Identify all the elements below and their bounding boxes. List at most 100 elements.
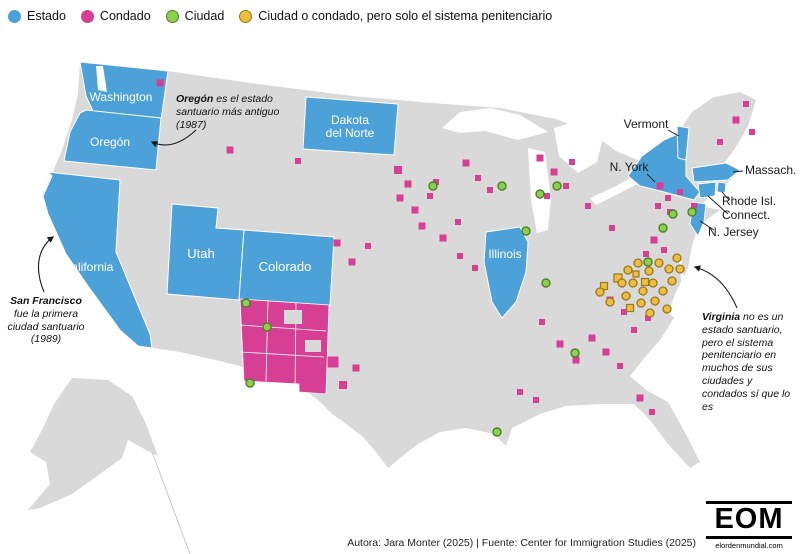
annotation-san-francisco-bold: San Francisco (10, 295, 82, 307)
state-label-california: California (63, 260, 114, 274)
county-marker-layer (156, 79, 755, 415)
estado-swatch-icon (8, 9, 21, 23)
county-marker (333, 239, 341, 247)
county-marker (743, 101, 749, 107)
county-marker (732, 116, 740, 124)
san-francisco-annotation-arrow (38, 236, 55, 293)
county-marker (588, 334, 596, 342)
legend-label-estado: Estado (27, 9, 66, 23)
city-marker (497, 181, 507, 191)
state-vermont (676, 125, 690, 161)
city-marker (245, 378, 255, 388)
county-marker (475, 175, 481, 181)
state-california (42, 171, 153, 349)
county-marker (396, 194, 404, 202)
annotation-virginia-text: no es un estado santuario, pero el siste… (702, 311, 791, 413)
city-marker (428, 181, 438, 191)
county-marker (365, 243, 371, 249)
county-marker (617, 363, 623, 369)
prison-city-marker (658, 286, 668, 296)
county-marker (645, 315, 651, 321)
county-marker (556, 340, 564, 348)
state-colorado (238, 229, 335, 307)
prison-city-marker (633, 258, 643, 268)
prison-city-marker (672, 253, 682, 263)
prison-city-marker (675, 264, 685, 274)
county-marker (550, 168, 558, 176)
city-marker (535, 189, 545, 199)
county-marker (539, 319, 545, 325)
county-marker (394, 166, 402, 174)
legend-item-estado: Estado (8, 9, 66, 23)
massachusetts-pointer (732, 170, 744, 173)
county-marker (661, 247, 667, 253)
county-marker (411, 206, 419, 214)
state-label-rhode-isl: Rhode Isl. (722, 194, 776, 208)
county-marker (563, 183, 569, 189)
city-marker (643, 257, 653, 267)
penitenciario-swatch-icon (239, 9, 253, 23)
county-marker (717, 139, 723, 145)
prison-city-marker (636, 298, 646, 308)
legend-item-penitenciario: Ciudad o condado, pero solo el sistema p… (239, 9, 552, 23)
county-marker (649, 409, 655, 415)
county-marker (327, 356, 339, 368)
prison-city-marker (664, 264, 674, 274)
city-marker (262, 322, 272, 332)
virginia-annotation-arrow (693, 265, 738, 309)
annotation-oregon-bold: Oregón (176, 93, 214, 105)
state-rhode-island (716, 181, 727, 194)
lake-huron (554, 119, 604, 173)
county-marker (517, 389, 523, 395)
prison-city-marker (654, 258, 664, 268)
county-marker (585, 203, 591, 209)
county-marker (457, 253, 463, 259)
city-marker (541, 278, 551, 288)
prison-county-marker (625, 303, 635, 313)
prison-city-marker (650, 296, 660, 306)
county-marker (677, 189, 683, 195)
state-label-n-jersey: N. Jersey (708, 225, 759, 239)
non-sanctuary-gap (305, 340, 321, 352)
rhode-island-pointer (721, 191, 730, 201)
county-marker (665, 195, 671, 201)
prison-city-marker (667, 276, 677, 286)
legend-item-condado: Condado (80, 9, 151, 23)
annotation-san-francisco-text: fue la primera ciudad santuario (1989) (7, 307, 85, 346)
prison-city-marker (595, 287, 605, 297)
sanctuary-states (42, 61, 741, 349)
prison-city-marker (605, 297, 615, 307)
annotation-san-francisco: San Francisco fue la primera ciudad sant… (6, 295, 86, 346)
city-marker (492, 427, 502, 437)
county-marker (656, 182, 664, 190)
county-marker (472, 265, 478, 271)
county-marker (352, 364, 360, 372)
condado-swatch-icon (80, 9, 94, 23)
county-marker (418, 222, 426, 230)
state-label-layer: Washington Oregón California Utah Colorado Da… (63, 90, 797, 274)
county-marker (404, 180, 412, 188)
prison-city-marker (617, 278, 627, 288)
prison-city-marker (645, 308, 655, 318)
city-marker (658, 223, 668, 233)
annotation-arrows (38, 129, 738, 309)
county-marker (427, 193, 433, 199)
county-marker (544, 193, 550, 199)
non-sanctuary-gap (284, 310, 302, 324)
state-label-connect: Connect. (722, 208, 770, 222)
county-marker (295, 158, 301, 164)
state-north-dakota (302, 96, 399, 156)
county-marker (569, 159, 575, 165)
legend-label-condado: Condado (99, 9, 151, 23)
prison-city-marker (623, 265, 633, 275)
county-marker (462, 159, 470, 167)
state-label-vermont: Vermont (624, 117, 669, 131)
county-marker (348, 258, 356, 266)
legend: Estado Condado Ciudad Ciudad o condado, … (8, 9, 552, 23)
annotation-virginia-bold: Virginia (702, 311, 741, 323)
lake-superior (442, 108, 548, 140)
county-marker (636, 394, 644, 402)
city-marker (570, 348, 580, 358)
